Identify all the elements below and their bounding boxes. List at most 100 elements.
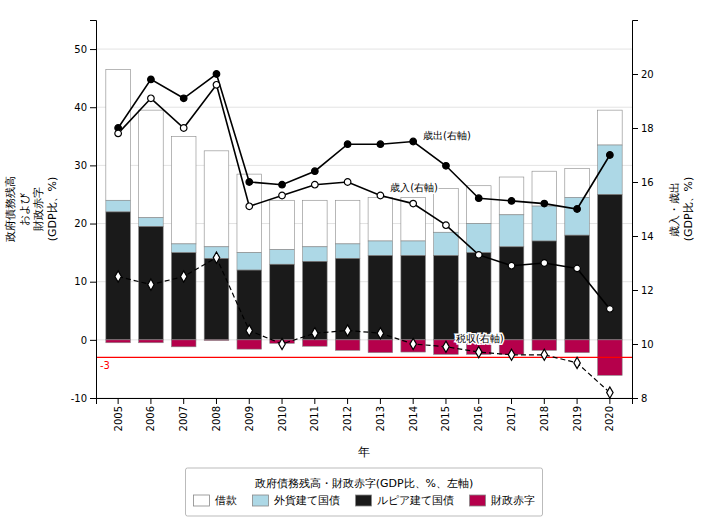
bar — [532, 171, 557, 206]
marker — [279, 181, 286, 188]
bar — [434, 256, 459, 340]
marker — [180, 125, 187, 132]
tick: 8 — [632, 393, 647, 404]
bar — [171, 340, 196, 347]
tick-mark — [90, 224, 96, 225]
bar — [565, 197, 590, 235]
marker — [574, 357, 580, 368]
marker — [344, 325, 350, 336]
tick-label: 50 — [74, 44, 87, 55]
x-axis-title: 年 — [358, 445, 370, 459]
tick: 10 — [74, 276, 96, 287]
bar — [401, 197, 426, 241]
label-line: 歳入・歳出 — [668, 182, 681, 237]
tick-label: 2014 — [408, 406, 419, 431]
plot: -3歳出(右軸)歳入(右軸)税収(右軸)-1001020304050810121… — [4, 21, 695, 517]
bar — [237, 340, 262, 349]
bar-series — [106, 69, 622, 252]
tick-mark — [183, 398, 184, 404]
marker — [344, 179, 351, 186]
tick: 0 — [81, 335, 96, 346]
reference-label: -3 — [100, 360, 110, 371]
marker — [377, 141, 384, 148]
marker — [377, 328, 383, 339]
tick-label: 0 — [81, 335, 87, 346]
line-series — [115, 82, 613, 313]
bar — [565, 235, 590, 340]
tick-label: 2005 — [113, 406, 124, 431]
bar — [270, 200, 295, 249]
bar — [466, 224, 491, 253]
tick-label: 8 — [641, 393, 647, 404]
bar — [401, 256, 426, 340]
marker — [279, 338, 285, 349]
bar — [499, 177, 524, 215]
tick-label: 12 — [641, 285, 654, 296]
bar — [466, 186, 491, 224]
marker — [475, 252, 482, 259]
tick: 16 — [632, 177, 654, 188]
marker — [377, 192, 384, 199]
bar — [368, 340, 393, 353]
bar — [303, 261, 328, 340]
tick-label: 2019 — [572, 406, 583, 431]
bar — [171, 244, 196, 253]
bar — [335, 258, 360, 339]
bar — [335, 244, 360, 259]
tick-label: 2013 — [375, 406, 386, 431]
marker — [607, 387, 613, 398]
bar — [368, 241, 393, 256]
tick-label: 40 — [74, 102, 87, 113]
bar-series — [106, 194, 622, 339]
line-series — [115, 71, 613, 213]
line-series — [115, 252, 613, 398]
bar — [139, 218, 164, 227]
marker — [246, 325, 252, 336]
annotation: 歳入(右軸) — [390, 182, 438, 193]
bar — [204, 151, 229, 247]
grid-line — [96, 107, 632, 108]
legend-frame — [186, 468, 543, 516]
legend-label: 借款 — [215, 494, 237, 507]
tick-mark — [314, 398, 315, 404]
bar — [466, 253, 491, 340]
tick-label: 10 — [74, 276, 87, 287]
tick: 18 — [632, 123, 654, 134]
y2-axis-title: 歳入・歳出(GDP比、%) — [668, 177, 695, 242]
label-line: (GDP比、%) — [682, 177, 695, 242]
label-line: (GDP比、%) — [46, 177, 59, 242]
legend-item: 借款 — [194, 494, 237, 507]
marker — [148, 279, 154, 290]
marker — [443, 341, 449, 352]
marker — [213, 252, 219, 263]
tick-label: 2009 — [244, 406, 255, 431]
line — [118, 258, 610, 393]
marker — [574, 265, 581, 272]
tick: 2016 — [473, 398, 484, 431]
tick-label: 2016 — [473, 406, 484, 431]
label-line: 政府債務残高 — [4, 176, 17, 242]
tick: 14 — [632, 231, 654, 242]
legend-item: ルピア建て国債 — [356, 494, 454, 507]
bar — [204, 339, 229, 341]
bar — [171, 253, 196, 340]
marker — [574, 206, 581, 213]
bar — [335, 200, 360, 244]
legend-swatch — [356, 495, 372, 506]
tick: 2010 — [277, 398, 288, 431]
bar — [237, 270, 262, 340]
tick-mark — [511, 398, 512, 404]
chart-container: -3歳出(右軸)歳入(右軸)税収(右軸)-1001020304050810121… — [0, 0, 704, 528]
marker — [279, 192, 286, 199]
bar — [106, 212, 131, 340]
y-axis-title: 政府債務残高および財政赤字(GDP比、%) — [4, 176, 58, 242]
legend-swatch — [470, 495, 486, 506]
tick-mark — [632, 128, 638, 129]
axis-line — [633, 21, 639, 399]
tick-label: 20 — [641, 69, 654, 80]
tick: 2014 — [408, 398, 419, 431]
tick-label: 2020 — [604, 406, 615, 431]
tick-mark — [90, 107, 96, 108]
tick-mark — [118, 398, 119, 404]
marker — [246, 203, 253, 210]
